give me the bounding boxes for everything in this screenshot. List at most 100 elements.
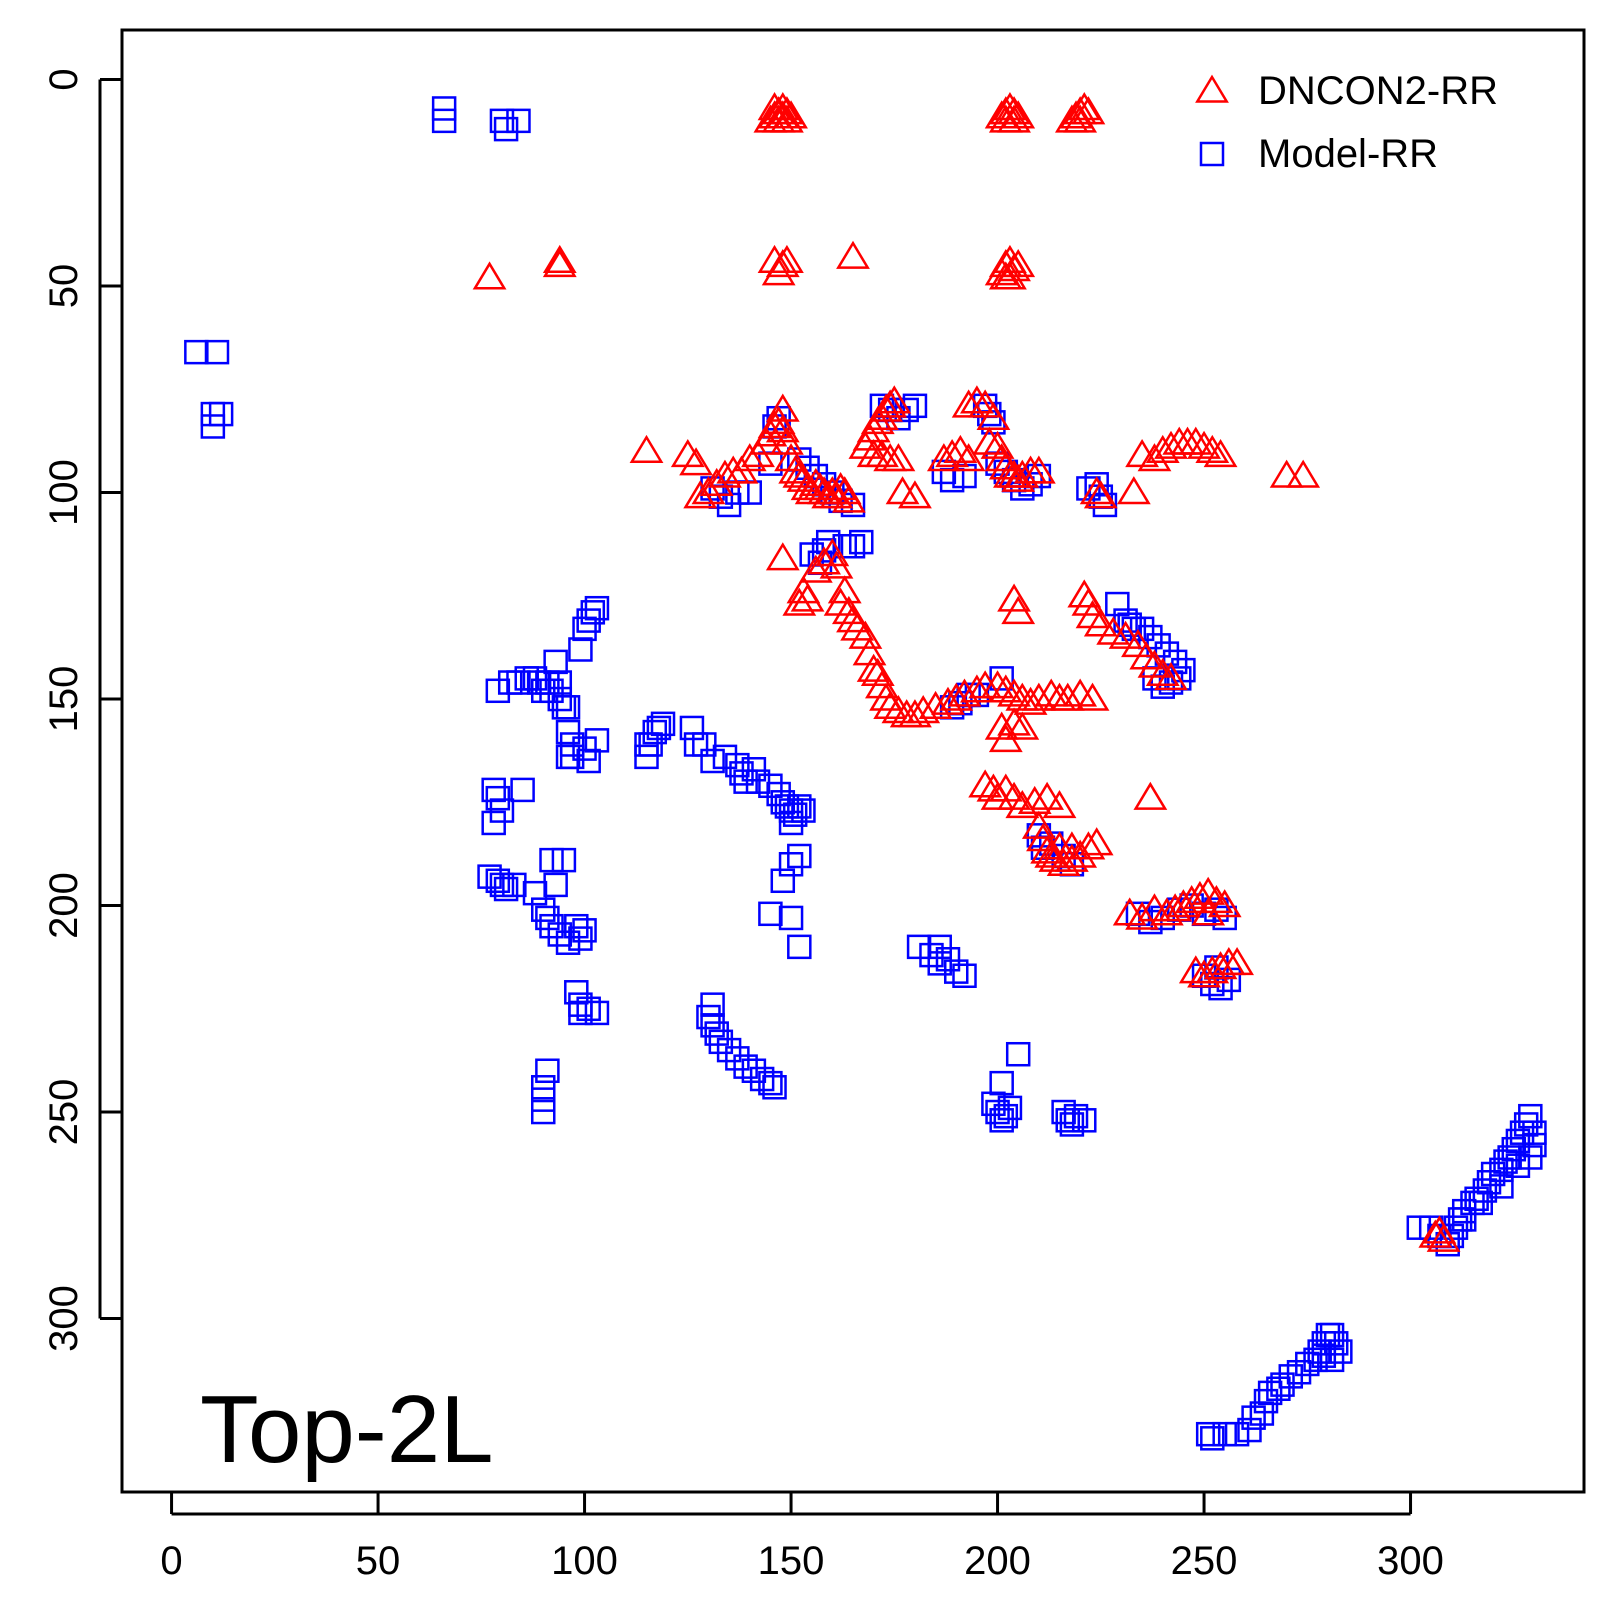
data-point-triangle: [798, 554, 833, 583]
data-point-square: [1138, 624, 1163, 650]
data-point-square: [778, 905, 804, 931]
data-point-square: [531, 897, 556, 922]
data-point-square: [1451, 1207, 1477, 1232]
data-point-square: [704, 1021, 729, 1046]
data-point-square: [708, 1029, 734, 1055]
data-point-square: [1212, 905, 1237, 931]
data-point-square: [489, 872, 515, 898]
data-point-triangle: [980, 430, 1015, 459]
data-point-square: [1307, 1339, 1332, 1364]
y-tick-label: 300: [42, 1285, 86, 1352]
data-point-square: [1224, 1421, 1250, 1447]
series-triangle: [472, 92, 1461, 1252]
data-point-square: [1472, 1178, 1498, 1203]
data-point-triangle: [972, 426, 1007, 455]
data-point-triangle: [629, 434, 664, 464]
data-point-square: [952, 963, 977, 989]
data-point-square: [580, 600, 606, 625]
data-point-square: [700, 748, 725, 774]
data-point-triangle: [865, 438, 899, 468]
data-point-triangle: [1079, 476, 1114, 505]
data-point-square: [522, 880, 548, 906]
data-point-triangle: [770, 96, 804, 125]
data-point-triangle: [1195, 955, 1230, 984]
data-point-triangle: [1071, 587, 1106, 616]
data-point-triangle: [1050, 682, 1085, 711]
data-point-triangle: [1154, 661, 1188, 691]
data-point-triangle: [1191, 897, 1226, 926]
data-point-square: [1319, 1322, 1345, 1348]
data-point-triangle: [1187, 430, 1221, 459]
data-point-triangle: [935, 438, 970, 468]
data-point-triangle: [1075, 600, 1110, 629]
data-point-triangle: [770, 244, 804, 274]
legend: DNCON2-RR Model-RR: [1195, 69, 1498, 176]
data-point-square: [981, 1091, 1006, 1117]
data-point-triangle: [1166, 889, 1201, 918]
data-point-triangle: [865, 670, 899, 699]
data-point-square: [539, 678, 564, 704]
data-point-square: [543, 649, 568, 675]
data-point-triangle: [840, 612, 875, 641]
data-point-triangle: [1286, 459, 1321, 488]
data-point-square: [481, 810, 506, 836]
data-point-triangle: [765, 393, 800, 422]
data-point-square: [733, 1054, 758, 1079]
data-point-square: [485, 678, 511, 704]
data-point-square: [568, 1000, 593, 1026]
data-point-square: [568, 637, 593, 662]
data-point-triangle: [670, 438, 705, 468]
data-point-square: [1072, 1108, 1097, 1133]
data-point-square: [522, 666, 548, 691]
data-point-square: [778, 798, 804, 823]
data-point-triangle: [765, 100, 800, 129]
data-point-square: [1295, 1351, 1320, 1377]
data-point-square: [927, 951, 952, 976]
data-point-triangle: [1021, 455, 1056, 484]
data-point-square: [1200, 1426, 1225, 1451]
data-point-square: [493, 116, 519, 142]
data-point-triangle: [831, 484, 866, 513]
data-point-square: [692, 732, 717, 757]
y-tick-label: 50: [42, 264, 86, 309]
data-point-square: [716, 1037, 742, 1063]
data-point-square: [506, 670, 531, 695]
data-point-square: [1311, 1331, 1337, 1356]
data-point-square: [696, 1004, 721, 1030]
data-point-square: [1480, 1161, 1506, 1187]
data-point-square: [993, 1103, 1019, 1129]
data-point-square: [782, 802, 808, 827]
data-point-square: [1311, 1343, 1337, 1368]
data-point-triangle: [1125, 901, 1160, 930]
data-point-square: [502, 872, 527, 898]
data-point-triangle: [1269, 459, 1304, 488]
data-point-square: [679, 715, 705, 741]
data-point-triangle: [997, 104, 1031, 133]
data-point-square: [1522, 1132, 1547, 1158]
data-point-square: [811, 538, 837, 563]
data-point-square: [555, 930, 581, 955]
data-point-square: [741, 1058, 767, 1083]
data-point-triangle: [1191, 876, 1226, 905]
data-point-triangle: [1005, 789, 1040, 819]
data-point-square: [1237, 1417, 1262, 1443]
x-tick-label: 150: [758, 1539, 825, 1583]
data-point-triangle: [976, 401, 1011, 430]
data-point-square: [989, 1070, 1014, 1096]
data-point-square: [770, 868, 796, 894]
data-point-square: [1212, 1421, 1237, 1447]
data-point-square: [646, 715, 672, 741]
data-point-triangle: [765, 542, 800, 571]
data-point-triangle: [1207, 889, 1242, 918]
data-point-square: [712, 744, 738, 770]
data-point-triangle: [1071, 831, 1106, 860]
data-point-square: [547, 922, 573, 947]
data-point-square: [758, 773, 783, 799]
data-point-triangle: [765, 414, 800, 443]
data-point-square: [778, 810, 804, 836]
data-point-square: [985, 1099, 1010, 1125]
data-point-square: [1518, 1145, 1543, 1170]
data-point-triangle: [968, 769, 1003, 798]
data-point-square: [1257, 1380, 1283, 1406]
data-point-square: [539, 913, 564, 939]
